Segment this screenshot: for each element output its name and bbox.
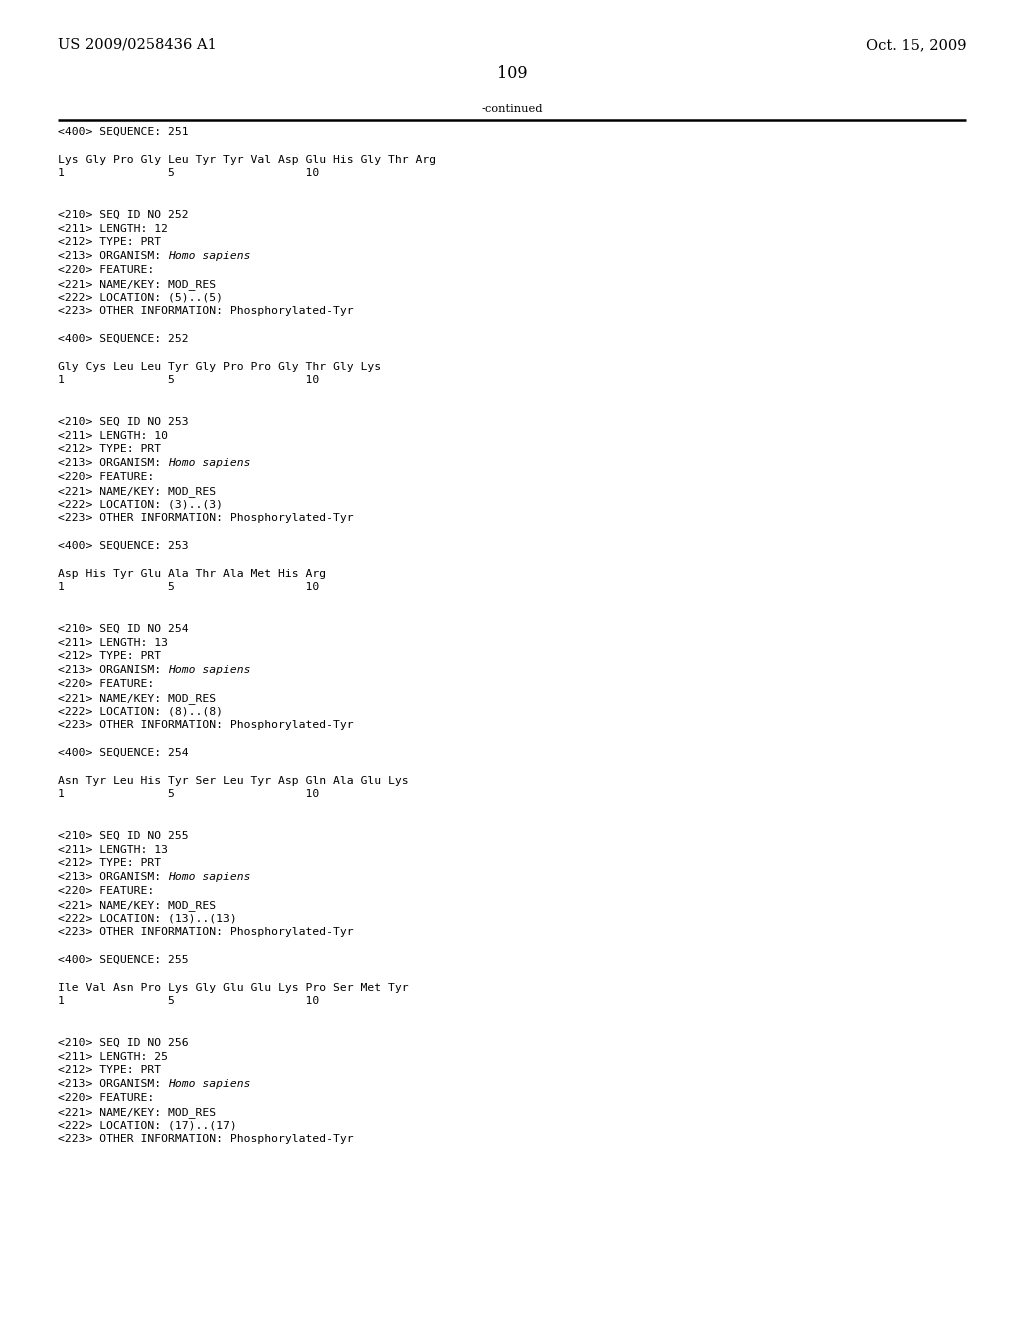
Text: <223> OTHER INFORMATION: Phosphorylated-Tyr: <223> OTHER INFORMATION: Phosphorylated-… — [58, 721, 353, 730]
Text: <222> LOCATION: (5)..(5): <222> LOCATION: (5)..(5) — [58, 293, 223, 302]
Text: <213> ORGANISM:: <213> ORGANISM: — [58, 665, 168, 676]
Text: 1               5                   10: 1 5 10 — [58, 169, 319, 178]
Text: <210> SEQ ID NO 253: <210> SEQ ID NO 253 — [58, 417, 188, 426]
Text: <223> OTHER INFORMATION: Phosphorylated-Tyr: <223> OTHER INFORMATION: Phosphorylated-… — [58, 306, 353, 317]
Text: <400> SEQUENCE: 254: <400> SEQUENCE: 254 — [58, 748, 188, 758]
Text: Homo sapiens: Homo sapiens — [168, 251, 250, 261]
Text: 1               5                   10: 1 5 10 — [58, 789, 319, 800]
Text: <221> NAME/KEY: MOD_RES: <221> NAME/KEY: MOD_RES — [58, 900, 216, 911]
Text: <400> SEQUENCE: 251: <400> SEQUENCE: 251 — [58, 127, 188, 137]
Text: <212> TYPE: PRT: <212> TYPE: PRT — [58, 238, 161, 247]
Text: Oct. 15, 2009: Oct. 15, 2009 — [865, 38, 966, 51]
Text: <221> NAME/KEY: MOD_RES: <221> NAME/KEY: MOD_RES — [58, 279, 216, 289]
Text: <212> TYPE: PRT: <212> TYPE: PRT — [58, 1065, 161, 1076]
Text: Lys Gly Pro Gly Leu Tyr Tyr Val Asp Glu His Gly Thr Arg: Lys Gly Pro Gly Leu Tyr Tyr Val Asp Glu … — [58, 154, 436, 165]
Text: Asp His Tyr Glu Ala Thr Ala Met His Arg: Asp His Tyr Glu Ala Thr Ala Met His Arg — [58, 569, 326, 578]
Text: <210> SEQ ID NO 256: <210> SEQ ID NO 256 — [58, 1038, 188, 1048]
Text: <213> ORGANISM:: <213> ORGANISM: — [58, 251, 168, 261]
Text: US 2009/0258436 A1: US 2009/0258436 A1 — [58, 38, 217, 51]
Text: <211> LENGTH: 13: <211> LENGTH: 13 — [58, 638, 168, 648]
Text: <400> SEQUENCE: 255: <400> SEQUENCE: 255 — [58, 954, 188, 965]
Text: <220> FEATURE:: <220> FEATURE: — [58, 473, 155, 482]
Text: <212> TYPE: PRT: <212> TYPE: PRT — [58, 651, 161, 661]
Text: <223> OTHER INFORMATION: Phosphorylated-Tyr: <223> OTHER INFORMATION: Phosphorylated-… — [58, 1134, 353, 1144]
Text: <220> FEATURE:: <220> FEATURE: — [58, 265, 155, 275]
Text: <220> FEATURE:: <220> FEATURE: — [58, 886, 155, 896]
Text: <222> LOCATION: (13)..(13): <222> LOCATION: (13)..(13) — [58, 913, 237, 924]
Text: Homo sapiens: Homo sapiens — [168, 665, 250, 676]
Text: <211> LENGTH: 10: <211> LENGTH: 10 — [58, 430, 168, 441]
Text: <221> NAME/KEY: MOD_RES: <221> NAME/KEY: MOD_RES — [58, 693, 216, 704]
Text: <223> OTHER INFORMATION: Phosphorylated-Tyr: <223> OTHER INFORMATION: Phosphorylated-… — [58, 928, 353, 937]
Text: <221> NAME/KEY: MOD_RES: <221> NAME/KEY: MOD_RES — [58, 486, 216, 496]
Text: <213> ORGANISM:: <213> ORGANISM: — [58, 1080, 168, 1089]
Text: 1               5                   10: 1 5 10 — [58, 582, 319, 593]
Text: <222> LOCATION: (3)..(3): <222> LOCATION: (3)..(3) — [58, 499, 223, 510]
Text: <211> LENGTH: 13: <211> LENGTH: 13 — [58, 845, 168, 854]
Text: <221> NAME/KEY: MOD_RES: <221> NAME/KEY: MOD_RES — [58, 1106, 216, 1118]
Text: <400> SEQUENCE: 253: <400> SEQUENCE: 253 — [58, 541, 188, 550]
Text: 109: 109 — [497, 65, 527, 82]
Text: Homo sapiens: Homo sapiens — [168, 873, 250, 882]
Text: <400> SEQUENCE: 252: <400> SEQUENCE: 252 — [58, 334, 188, 345]
Text: <211> LENGTH: 12: <211> LENGTH: 12 — [58, 223, 168, 234]
Text: <212> TYPE: PRT: <212> TYPE: PRT — [58, 858, 161, 869]
Text: 1               5                   10: 1 5 10 — [58, 375, 319, 385]
Text: -continued: -continued — [481, 104, 543, 114]
Text: <220> FEATURE:: <220> FEATURE: — [58, 678, 155, 689]
Text: 1               5                   10: 1 5 10 — [58, 997, 319, 1006]
Text: <210> SEQ ID NO 252: <210> SEQ ID NO 252 — [58, 210, 188, 220]
Text: <212> TYPE: PRT: <212> TYPE: PRT — [58, 445, 161, 454]
Text: <213> ORGANISM:: <213> ORGANISM: — [58, 873, 168, 882]
Text: Ile Val Asn Pro Lys Gly Glu Glu Lys Pro Ser Met Tyr: Ile Val Asn Pro Lys Gly Glu Glu Lys Pro … — [58, 982, 409, 993]
Text: <223> OTHER INFORMATION: Phosphorylated-Tyr: <223> OTHER INFORMATION: Phosphorylated-… — [58, 513, 353, 524]
Text: Homo sapiens: Homo sapiens — [168, 1080, 250, 1089]
Text: <210> SEQ ID NO 254: <210> SEQ ID NO 254 — [58, 624, 188, 634]
Text: Asn Tyr Leu His Tyr Ser Leu Tyr Asp Gln Ala Glu Lys: Asn Tyr Leu His Tyr Ser Leu Tyr Asp Gln … — [58, 776, 409, 785]
Text: <220> FEATURE:: <220> FEATURE: — [58, 1093, 155, 1104]
Text: Homo sapiens: Homo sapiens — [168, 458, 250, 469]
Text: <210> SEQ ID NO 255: <210> SEQ ID NO 255 — [58, 830, 188, 841]
Text: Gly Cys Leu Leu Tyr Gly Pro Pro Gly Thr Gly Lys: Gly Cys Leu Leu Tyr Gly Pro Pro Gly Thr … — [58, 362, 381, 372]
Text: <222> LOCATION: (17)..(17): <222> LOCATION: (17)..(17) — [58, 1121, 237, 1131]
Text: <211> LENGTH: 25: <211> LENGTH: 25 — [58, 1052, 168, 1061]
Text: <222> LOCATION: (8)..(8): <222> LOCATION: (8)..(8) — [58, 706, 223, 717]
Text: <213> ORGANISM:: <213> ORGANISM: — [58, 458, 168, 469]
